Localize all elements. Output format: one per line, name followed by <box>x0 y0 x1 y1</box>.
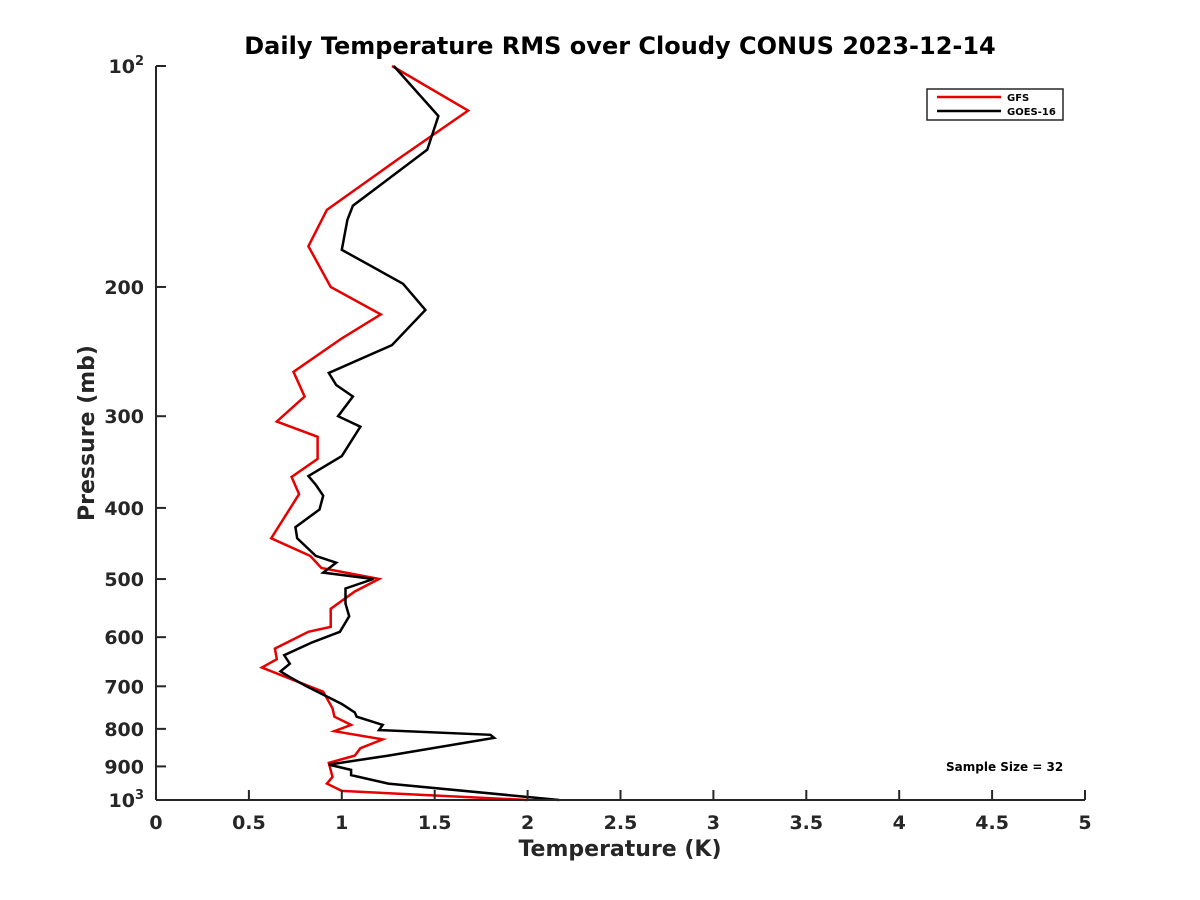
legend-box <box>926 88 1064 121</box>
y-ticks: 102 200 300 400 500 600 700 800 900 103 <box>104 54 166 812</box>
series-line-gfs <box>258 64 528 802</box>
x-tick-label: 5 <box>1078 812 1091 834</box>
x-tick-label: 1.5 <box>418 812 452 834</box>
x-tick-label: 4 <box>893 812 906 834</box>
y-tick-label: 200 <box>104 277 144 299</box>
legend: GFS GOES-16 <box>926 88 1064 121</box>
series-layer <box>258 64 560 802</box>
x-tick-label: 2 <box>521 812 534 834</box>
x-tick-label: 4.5 <box>975 812 1009 834</box>
series-line-goes16 <box>278 65 560 802</box>
x-tick-label: 3.5 <box>789 812 823 834</box>
x-ticks: 0 0.5 1 1.5 2 2.5 3 3.5 4 4.5 5 <box>149 790 1092 834</box>
y-tick-label: 700 <box>104 676 144 698</box>
x-tick-label: 1 <box>335 812 348 834</box>
y-tick-label: 400 <box>104 498 144 520</box>
x-tick-label: 2.5 <box>604 812 638 834</box>
y-tick-label: 103 <box>109 788 145 812</box>
y-tick-label: 800 <box>104 719 144 741</box>
sample-size-annotation: Sample Size = 32 <box>946 760 1063 774</box>
x-tick-label: 0 <box>149 812 162 834</box>
y-tick-label: 102 <box>109 54 145 78</box>
y-tick-label: 300 <box>104 406 144 428</box>
x-axis-label: Temperature (K) <box>518 837 721 862</box>
legend-label-goes16: GOES-16 <box>1007 107 1056 118</box>
y-tick-label: 600 <box>104 627 144 649</box>
y-tick-label: 500 <box>104 569 144 591</box>
y-axis-label: Pressure (mb) <box>75 345 100 521</box>
x-tick-label: 3 <box>707 812 720 834</box>
chart-title: Daily Temperature RMS over Cloudy CONUS … <box>244 32 996 60</box>
x-tick-label: 0.5 <box>232 812 266 834</box>
legend-label-gfs: GFS <box>1007 93 1029 104</box>
y-tick-label: 900 <box>104 756 144 778</box>
